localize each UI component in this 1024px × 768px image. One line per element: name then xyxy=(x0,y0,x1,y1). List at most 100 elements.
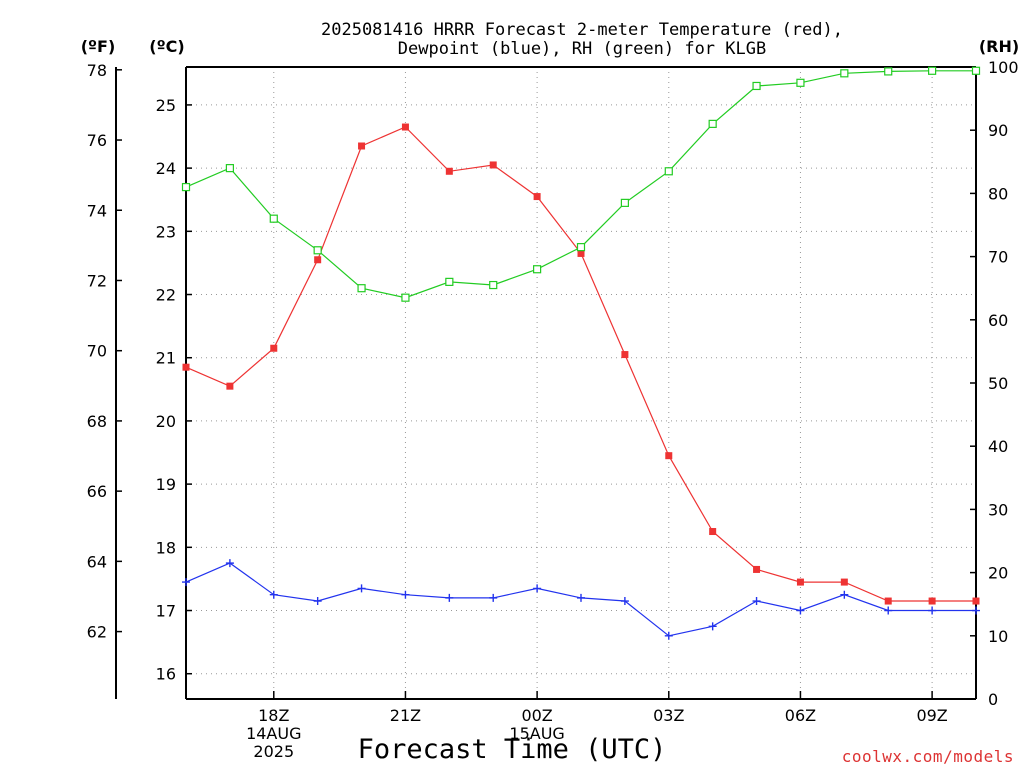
rh-point-1 xyxy=(225,164,234,173)
rh-tick-label-20: 20 xyxy=(988,564,1008,583)
x-tick-label-27-0: 03Z xyxy=(653,706,684,725)
temperature-point-17 xyxy=(928,597,936,605)
x-tick-label-24-0: 00Z xyxy=(521,706,552,725)
dewpoint-point-12 xyxy=(708,622,717,631)
dewpoint-point-10 xyxy=(620,597,629,606)
dewpoint-point-14 xyxy=(796,606,805,615)
rh-point-4 xyxy=(357,284,366,293)
temperature-point-10 xyxy=(621,351,629,359)
credit-label: coolwx.com/models xyxy=(842,747,1014,766)
dewpoint-point-13 xyxy=(752,597,761,606)
dewpoint-point-15 xyxy=(840,590,849,599)
fahrenheit-tick-label-76: 76 xyxy=(87,131,107,150)
grid xyxy=(186,67,976,699)
dewpoint-point-6 xyxy=(445,593,454,602)
rh-point-2 xyxy=(269,214,278,223)
temperature-point-18 xyxy=(972,597,980,605)
rh-tick-label-0: 0 xyxy=(988,690,998,709)
temperature-point-3 xyxy=(314,256,322,264)
celsius-tick-label-17: 17 xyxy=(156,602,176,621)
temperature-point-6 xyxy=(445,167,453,175)
celsius-tick-label-21: 21 xyxy=(156,349,176,368)
axes: 62 64 66 68 70 72 74 76 78 16 17 18 19 20 21 22 23 24 25 0 1… xyxy=(87,58,1019,761)
rh-point-3 xyxy=(313,246,322,255)
x-tick-label-18-2: 2025 xyxy=(253,742,294,761)
temperature-point-16 xyxy=(884,597,892,605)
dewpoint-point-9 xyxy=(577,593,585,602)
dewpoint-point-16 xyxy=(884,606,893,615)
chart-title-line-2: Dewpoint (blue), RH (green) for KLGB xyxy=(398,39,766,59)
rh-point-11 xyxy=(664,167,673,176)
celsius-tick-label-18: 18 xyxy=(156,538,176,557)
x-axis-label: Forecast Time (UTC) xyxy=(358,734,667,765)
temperature-point-9 xyxy=(577,249,585,257)
dewpoint-point-3 xyxy=(313,597,322,606)
fahrenheit-tick-label-62: 62 xyxy=(87,623,107,642)
rh-point-14 xyxy=(796,78,805,87)
fahrenheit-tick-label-68: 68 xyxy=(87,412,107,431)
rh-point-18 xyxy=(971,66,981,75)
dewpoint-point-4 xyxy=(357,584,366,593)
rh-tick-label-100: 100 xyxy=(988,58,1019,77)
temperature-point-4 xyxy=(358,142,366,150)
dewpoint-point-2 xyxy=(269,590,278,599)
temperature-point-12 xyxy=(709,528,717,536)
dewpoint-point-7 xyxy=(489,593,498,602)
temperature-point-2 xyxy=(270,344,278,352)
rh-point-5 xyxy=(401,293,410,302)
rh-point-12 xyxy=(708,119,717,128)
dewpoint-point-18 xyxy=(972,606,980,615)
temperature-point-7 xyxy=(489,161,497,169)
labels: 2025081416 HRRR Forecast 2-meter Tempera… xyxy=(81,20,1019,766)
celsius-unit-label: (ºC) xyxy=(149,37,184,56)
fahrenheit-tick-label-72: 72 xyxy=(87,271,107,290)
temperature-point-13 xyxy=(753,565,761,573)
rh-point-15 xyxy=(840,69,849,78)
rh-point-10 xyxy=(620,198,629,207)
x-tick-label-18-1: 14AUG xyxy=(246,724,301,743)
dewpoint-point-11 xyxy=(664,631,673,640)
fahrenheit-tick-label-78: 78 xyxy=(87,61,107,80)
rh-point-7 xyxy=(489,280,498,290)
rh-tick-label-80: 80 xyxy=(988,184,1008,203)
rh-tick-label-10: 10 xyxy=(988,627,1008,646)
dewpoint-point-5 xyxy=(401,590,410,599)
rh-point-8 xyxy=(533,265,542,274)
fahrenheit-tick-label-66: 66 xyxy=(87,482,107,501)
fahrenheit-tick-label-70: 70 xyxy=(87,342,107,361)
fahrenheit-tick-label-74: 74 xyxy=(87,201,107,220)
rh-tick-label-70: 70 xyxy=(988,248,1008,267)
rh-point-0 xyxy=(181,182,191,192)
celsius-tick-label-25: 25 xyxy=(156,96,176,115)
rh-tick-label-90: 90 xyxy=(988,121,1008,140)
temperature-point-5 xyxy=(401,123,409,131)
rh-point-6 xyxy=(445,277,454,286)
temperature-point-0 xyxy=(182,363,190,371)
dewpoint-point-0 xyxy=(182,578,190,587)
x-tick-label-21-0: 21Z xyxy=(390,706,421,725)
rh-point-9 xyxy=(576,243,586,252)
x-tick-label-18-0: 18Z xyxy=(258,706,289,725)
celsius-tick-label-20: 20 xyxy=(156,412,176,431)
dewpoint-point-8 xyxy=(533,584,542,593)
rh-tick-label-50: 50 xyxy=(988,374,1008,393)
temperature-point-14 xyxy=(796,578,804,586)
temperature-point-15 xyxy=(840,578,848,586)
temperature-point-8 xyxy=(533,193,541,201)
chart-title-line-1: 2025081416 HRRR Forecast 2-meter Tempera… xyxy=(321,20,843,40)
rh-point-13 xyxy=(752,81,761,91)
x-tick-label-33-0: 09Z xyxy=(916,706,947,725)
rh-tick-label-40: 40 xyxy=(988,437,1008,456)
celsius-tick-label-19: 19 xyxy=(156,475,176,494)
temperature-line xyxy=(185,126,976,602)
rh-point-17 xyxy=(928,66,937,75)
rh-unit-label: (RH) xyxy=(979,37,1019,56)
fahrenheit-tick-label-64: 64 xyxy=(87,552,107,571)
celsius-tick-label-23: 23 xyxy=(156,222,176,241)
series xyxy=(181,66,981,640)
rh-tick-label-60: 60 xyxy=(988,311,1008,330)
x-tick-label-24-1: 15AUG xyxy=(509,724,564,743)
celsius-tick-label-24: 24 xyxy=(156,159,176,178)
